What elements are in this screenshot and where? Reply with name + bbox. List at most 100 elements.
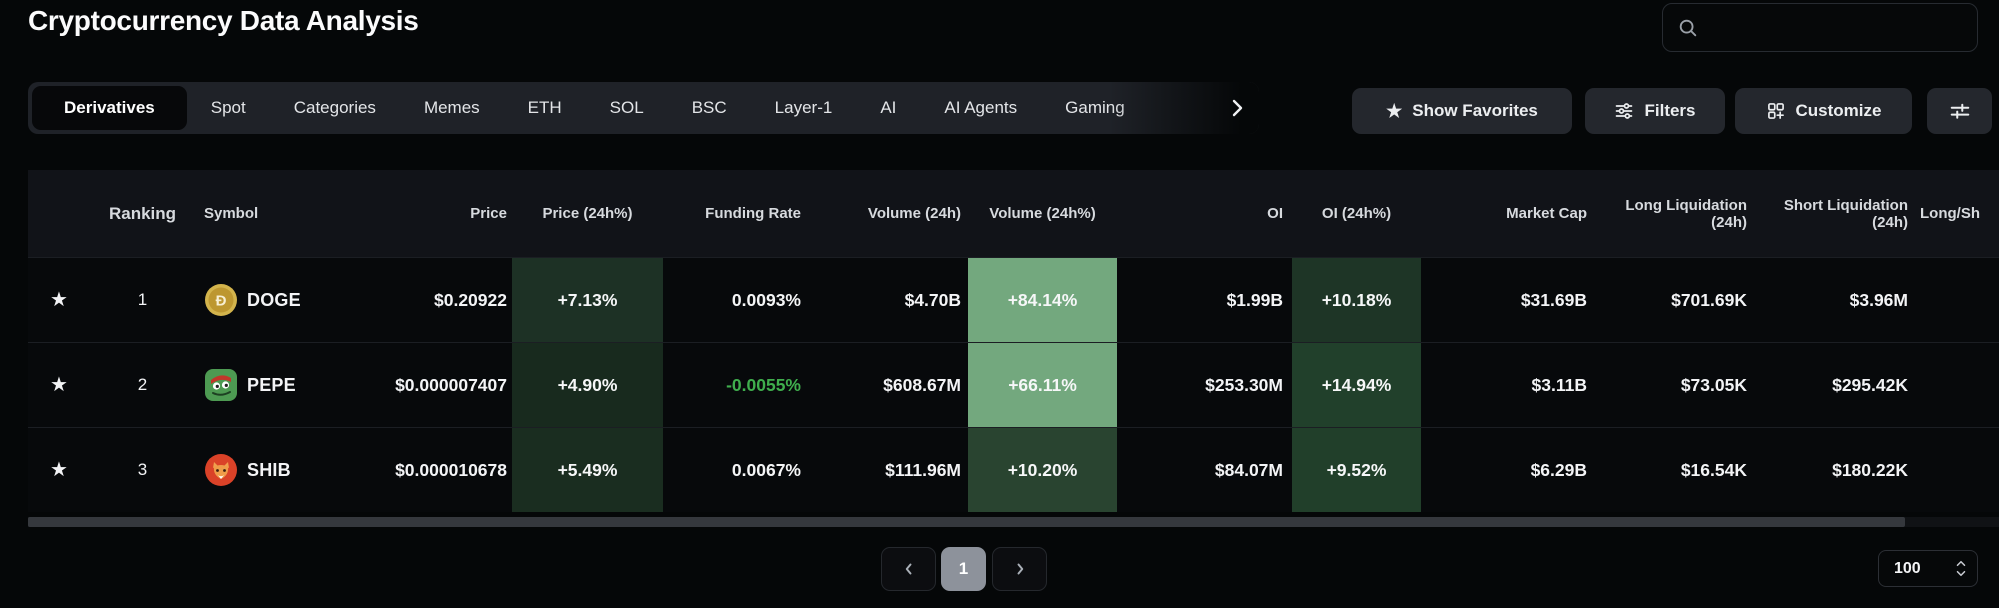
long-short-value [1912,258,1999,342]
volume-24h-value: $608.67M [883,374,961,395]
header-short-liquidation[interactable]: Short Liquidation (24h) [1783,196,1908,231]
oi-value: $1.99B [1226,289,1283,310]
table-settings-button[interactable] [1927,88,1992,134]
oi-24h-pct-cell: +10.18% [1292,258,1421,342]
symbol-cell[interactable]: SHIB [195,428,320,512]
short-liquidation-value: $295.42K [1832,374,1908,395]
tab-bsc[interactable]: BSC [691,98,727,117]
symbol-label: SHIB [247,459,291,480]
symbol-label: DOGE [247,289,301,310]
header-favorite [28,170,90,257]
chevron-left-icon [900,560,918,578]
long-liquidation-value: $16.54K [1680,459,1747,480]
oi-24h-pct-cell: +14.94% [1292,343,1421,427]
page-title: Cryptocurrency Data Analysis [28,5,419,36]
chevron-right-icon[interactable] [1225,96,1249,125]
page-size-control[interactable] [1878,550,1978,587]
favorite-star-icon[interactable]: ★ [50,459,68,481]
symbol-cell[interactable]: Đ DOGE [195,258,320,342]
header-oi-24h-pct[interactable]: OI (24h%) [1321,205,1392,222]
header-price-24h[interactable]: Price (24h%) [542,205,633,222]
long-liquidation-value: $701.69K [1671,289,1747,310]
volume-24h-pct-cell: +10.20% [968,428,1117,512]
market-cap-value: $31.69B [1520,289,1587,310]
short-liquidation-value: $3.96M [1849,289,1908,310]
ranking-value: 1 [137,290,148,309]
pagination-next-button[interactable] [992,547,1047,591]
oi-value: $84.07M [1214,459,1283,480]
header-long-short[interactable]: Long/Sh [1920,205,1980,222]
symbol-cell[interactable]: PEPE [195,343,320,427]
filters-label: Filters [1644,101,1696,120]
table-row[interactable]: ★ 1 Đ DOGE $0.20922 +7.13% 0.0093% $4.70… [28,257,1999,342]
search-box[interactable] [1662,3,1978,52]
header-price[interactable]: Price [470,205,507,222]
volume-24h-value: $111.96M [885,459,961,480]
header-ranking[interactable]: Ranking [108,203,177,223]
svg-text:Đ: Đ [216,293,227,310]
tab-derivatives[interactable]: Derivatives [32,86,187,130]
table-row[interactable]: ★ 2 PEPE $0.000007407 +4.90% -0.0055% $6… [28,342,1999,427]
tab-memes[interactable]: Memes [423,98,480,117]
page-size-spinner[interactable] [1955,560,1967,577]
funding-rate-value: 0.0093% [731,289,801,310]
funding-rate-value: -0.0055% [726,374,801,395]
customize-label: Customize [1795,101,1882,120]
header-oi[interactable]: OI [1267,205,1283,222]
header-long-liquidation[interactable]: Long Liquidation (24h) [1625,196,1747,231]
customize-button[interactable]: Customize [1735,88,1912,134]
horizontal-scrollbar-thumb[interactable] [28,517,1905,527]
short-liquidation-value: $180.22K [1832,459,1908,480]
tab-ai[interactable]: AI [880,98,897,117]
toolbar: ★ Show Favorites Filters [1352,88,1992,134]
page-size-input[interactable] [1894,559,1938,578]
oi-value: $253.30M [1205,374,1283,395]
shib-icon [204,453,238,487]
market-cap-value: $6.29B [1530,459,1587,480]
category-tabbar: Derivatives Spot Categories Memes ETH SO… [28,82,1259,134]
favorite-star-icon[interactable]: ★ [50,289,68,311]
customize-grid-icon [1766,101,1786,121]
spinner-down-icon [1956,570,1966,577]
price-value: $0.000010678 [395,459,507,480]
tab-eth[interactable]: ETH [527,98,562,117]
tab-categories[interactable]: Categories [293,98,376,117]
chevron-right-icon [1011,560,1029,578]
price-value: $0.000007407 [395,374,507,395]
price-24h-pct-cell: +4.90% [512,343,663,427]
pagination-page-1[interactable]: 1 [941,547,986,591]
volume-24h-value: $4.70B [904,289,961,310]
tab-gaming[interactable]: Gaming [1065,98,1125,117]
header-symbol[interactable]: Symbol [204,205,259,222]
search-icon [1677,17,1699,39]
header-market-cap[interactable]: Market Cap [1506,205,1587,222]
tune-sliders-icon [1949,100,1971,122]
tab-layer-1[interactable]: Layer-1 [774,98,833,117]
header-funding-rate[interactable]: Funding Rate [705,205,801,222]
tab-ai-agents[interactable]: AI Agents [944,98,1018,117]
price-value: $0.20922 [434,289,507,310]
tab-sol[interactable]: SOL [609,98,644,117]
show-favorites-button[interactable]: ★ Show Favorites [1352,88,1572,134]
table-row[interactable]: ★ 3 SHIB $0.000010678 +5.49% 0.0067% [28,427,1999,512]
volume-24h-pct-cell: +84.14% [968,258,1117,342]
header-volume-24h[interactable]: Volume (24h) [867,205,961,222]
ranking-value: 3 [137,460,148,479]
pepe-icon [204,368,238,402]
table-header-row: Ranking Symbol Price Price (24h%) Fundin… [28,170,1999,257]
market-cap-value: $3.11B [1531,374,1587,395]
price-24h-pct-cell: +7.13% [512,258,663,342]
horizontal-scrollbar-track[interactable] [28,517,1999,527]
oi-24h-pct-cell: +9.52% [1292,428,1421,512]
header-volume-24h-pct[interactable]: Volume (24h%) [989,205,1096,222]
doge-icon: Đ [204,283,238,317]
search-input[interactable] [1709,18,1963,37]
tab-spot[interactable]: Spot [210,98,246,117]
pagination-prev-button[interactable] [881,547,936,591]
star-icon: ★ [1386,101,1403,121]
show-favorites-label: Show Favorites [1412,101,1538,120]
filters-button[interactable]: Filters [1585,88,1725,134]
filter-sliders-icon [1614,101,1634,121]
favorite-star-icon[interactable]: ★ [50,374,68,396]
